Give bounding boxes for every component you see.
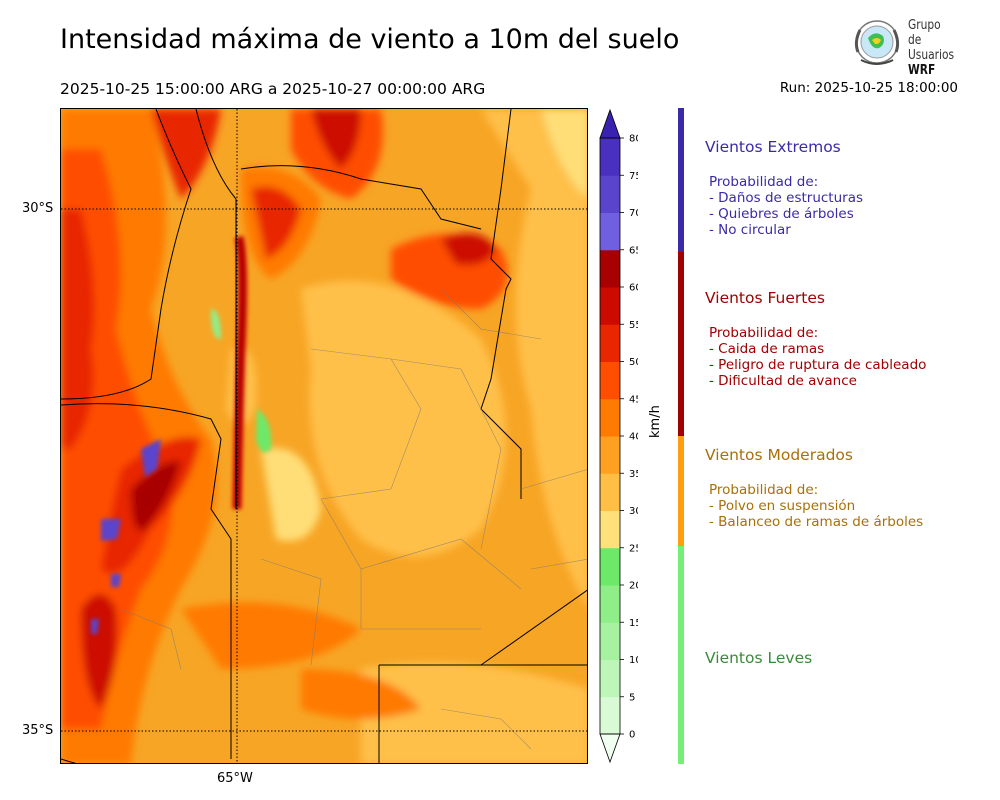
category-intro: Probabilidad de: bbox=[709, 174, 819, 190]
category-description: Probabilidad de: - Caida de ramas - Peligr… bbox=[709, 325, 926, 389]
colorbar-bin bbox=[600, 212, 620, 251]
category-description: Probabilidad de: - Daños de estructuras - … bbox=[709, 174, 863, 238]
wind-map bbox=[60, 108, 588, 764]
colorbar-bin bbox=[600, 175, 620, 213]
category-block: Vientos Fuertes Probabilidad de: - Caida d… bbox=[705, 289, 926, 389]
colorbar-tick-label: 45 bbox=[629, 394, 638, 405]
run-time: Run: 2025-10-25 18:00:00 bbox=[779, 80, 958, 96]
colorbar-tick-label: 70 bbox=[629, 208, 638, 219]
map-title: Intensidad máxima de viento a 10m del su… bbox=[60, 24, 680, 55]
colorbar: 0 5 10 15 20 25 30 35 40 45 50 55 60 65 70 75 80 bbox=[599, 108, 638, 764]
colorbar-bin bbox=[600, 361, 620, 400]
colorbar-tick-label: 60 bbox=[629, 283, 638, 294]
colorbar-tick-label: 80 bbox=[629, 134, 638, 145]
colorbar-max-extension bbox=[599, 108, 621, 139]
category-block: Vientos Leves bbox=[705, 649, 812, 667]
colorbar-bin bbox=[600, 547, 620, 586]
category-item: - Polvo en suspensión bbox=[709, 498, 856, 514]
logo-line-1: Grupo de bbox=[908, 18, 941, 48]
globe-logo-icon bbox=[854, 20, 900, 65]
category-name: Vientos Extremos bbox=[705, 138, 841, 156]
category-item: - Caida de ramas bbox=[709, 341, 825, 357]
colorbar-bin bbox=[600, 287, 620, 325]
valid-period: 2025-10-25 15:00:00 ARG a 2025-10-27 00:… bbox=[60, 80, 486, 98]
colorbar-bin bbox=[600, 659, 620, 698]
category-bar bbox=[678, 252, 684, 436]
colorbar-bin bbox=[600, 510, 620, 549]
colorbar-tick-label: 40 bbox=[629, 432, 638, 443]
lat-label-30s: 30°S bbox=[22, 201, 54, 216]
category-bar bbox=[678, 108, 684, 252]
colorbar-bin bbox=[600, 324, 620, 362]
colorbar-tick-label: 50 bbox=[629, 357, 638, 368]
colorbar-bin bbox=[600, 249, 620, 288]
category-description: Probabilidad de: - Polvo en suspensión - B… bbox=[709, 482, 923, 530]
map-svg bbox=[61, 109, 587, 763]
colorbar-bin bbox=[600, 473, 620, 511]
colorbar-tick-label: 65 bbox=[629, 245, 638, 256]
category-item: - No circular bbox=[709, 222, 791, 238]
colorbar-tick-label: 25 bbox=[629, 543, 638, 554]
lon-label-65w: 65°W bbox=[217, 771, 253, 786]
colorbar-bin bbox=[600, 696, 620, 735]
colorbar-tick-label: 15 bbox=[629, 618, 638, 629]
colorbar-min-extension bbox=[599, 733, 621, 764]
category-bar bbox=[678, 546, 684, 764]
colorbar-bin bbox=[600, 622, 620, 660]
category-item: - Peligro de ruptura de cableado bbox=[709, 357, 927, 373]
colorbar-bin bbox=[600, 398, 620, 437]
category-item: - Balanceo de ramas de árboles bbox=[709, 514, 924, 530]
logo-line-3: WRF bbox=[908, 63, 936, 78]
colorbar-bin bbox=[600, 585, 620, 623]
logo: Grupo de Usuarios WRF bbox=[848, 16, 968, 78]
category-block: Vientos Extremos Probabilidad de: - Daños … bbox=[705, 138, 863, 238]
colorbar-tick-label: 35 bbox=[629, 469, 638, 480]
colorbar-tick-label: 75 bbox=[629, 171, 638, 182]
colorbar-tick-label: 55 bbox=[629, 320, 638, 331]
category-intro: Probabilidad de: bbox=[709, 482, 819, 498]
logo-line-2: Usuarios bbox=[908, 48, 955, 63]
colorbar-tick-label: 0 bbox=[629, 730, 635, 741]
colorbar-unit: km/h bbox=[648, 405, 663, 438]
colorbar-tick-label: 5 bbox=[629, 692, 635, 703]
colorbar-tick-label: 10 bbox=[629, 655, 638, 666]
category-name: Vientos Moderados bbox=[705, 446, 853, 464]
colorbar-tick-label: 30 bbox=[629, 506, 638, 517]
category-item: - Quiebres de árboles bbox=[709, 206, 854, 222]
category-bar bbox=[678, 436, 684, 546]
logo-text: Grupo de Usuarios WRF bbox=[908, 18, 957, 78]
colorbar-bin bbox=[600, 138, 620, 176]
category-item: - Dificultad de avance bbox=[709, 373, 857, 389]
colorbar-tick-label: 20 bbox=[629, 581, 638, 592]
category-item: - Daños de estructuras bbox=[709, 190, 864, 206]
category-name: Vientos Leves bbox=[705, 649, 813, 667]
category-name: Vientos Fuertes bbox=[705, 289, 825, 307]
category-block: Vientos Moderados Probabilidad de: - Polvo… bbox=[705, 446, 923, 530]
colorbar-bin bbox=[600, 436, 620, 474]
lat-label-35s: 35°S bbox=[22, 723, 54, 738]
category-intro: Probabilidad de: bbox=[709, 325, 819, 341]
